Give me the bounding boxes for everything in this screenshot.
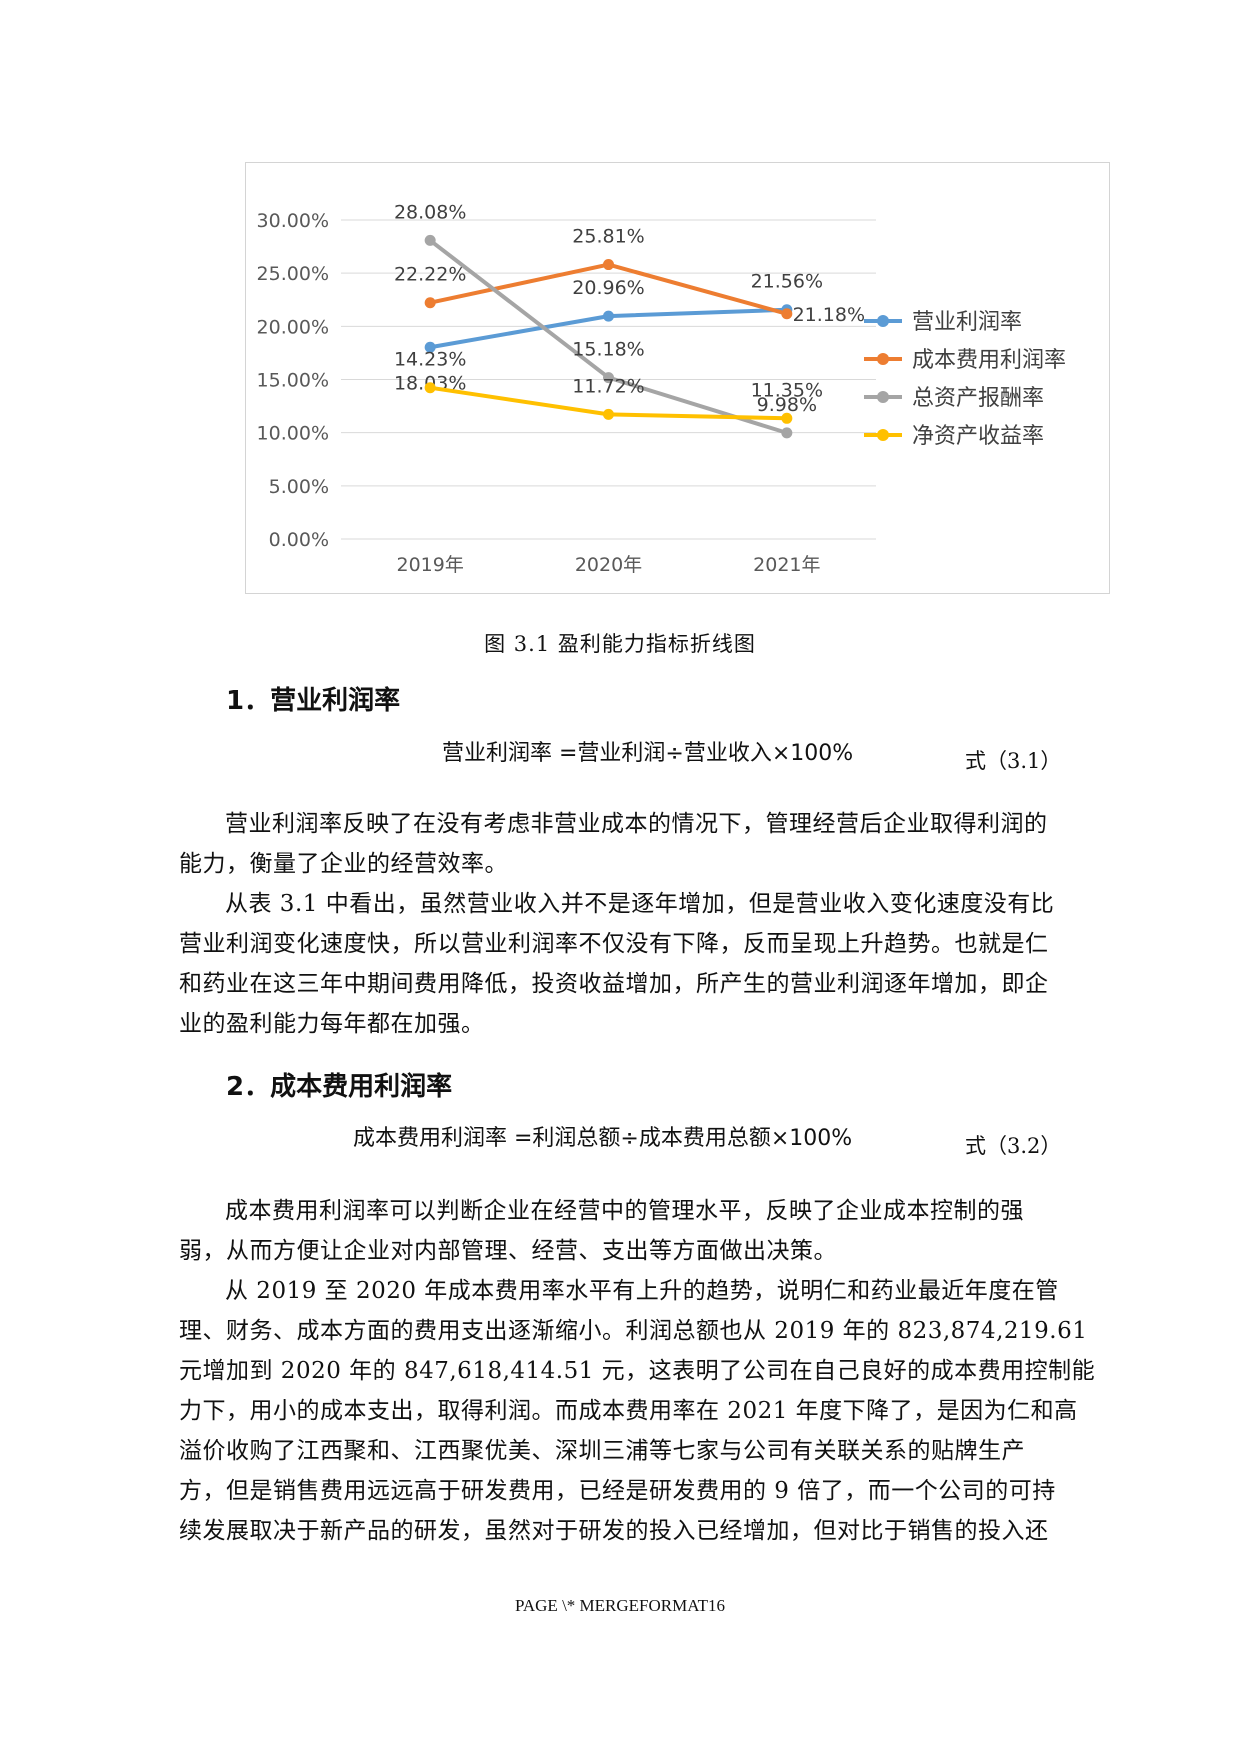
y-tick-label: 0.00% (269, 529, 329, 551)
legend-swatch-marker (877, 391, 889, 403)
legend-swatch-marker (877, 315, 889, 327)
data-point (781, 427, 793, 439)
data-label: 11.72% (572, 375, 644, 397)
text-line: 元增加到 2020 年的 847,618,414.51 元，这表明了公司在自己良… (179, 1358, 1096, 1384)
equation-number-3-2: 式（3.2） (965, 1134, 1062, 1158)
text-line: 能力，衡量了企业的经营效率。 (179, 851, 508, 877)
formula-cost-profit-ratio: 成本费用利润率 =利润总额÷成本费用总额×100% (353, 1126, 853, 1151)
text-line: 营业利润率反映了在没有考虑非营业成本的情况下，管理经营后企业取得利润的 (225, 811, 1048, 837)
x-tick-label: 2020年 (575, 554, 642, 576)
data-point (781, 308, 793, 320)
text-line: 理、财务、成本方面的费用支出逐渐缩小。利润总额也从 2019 年的 823,87… (179, 1318, 1088, 1344)
data-point (603, 408, 614, 420)
formula-operating-margin: 营业利润率 =营业利润÷营业收入×100% (442, 741, 854, 766)
data-point (424, 297, 436, 309)
text-line: 从表 3.1 中看出，虽然营业收入并不是逐年增加，但是营业收入变化速度没有比 (225, 891, 1055, 917)
data-label: 21.56% (751, 271, 823, 293)
data-point (603, 310, 614, 322)
legend-swatch-marker (877, 353, 889, 365)
text-line: 力下，用小的成本支出，取得利润。而成本费用率在 2021 年度下降了，是因为仁和… (179, 1398, 1078, 1424)
text-line: 从 2019 至 2020 年成本费用率水平有上升的趋势，说明仁和药业最近年度在… (225, 1278, 1059, 1304)
section-heading-operating-margin: 1．营业利润率 (226, 686, 401, 716)
text-line: 续发展取决于新产品的研发，虽然对于研发的投入已经增加，但对比于销售的投入还 (179, 1518, 1049, 1544)
text-line: 成本费用利润率可以判断企业在经营中的管理水平，反映了企业成本控制的强 (225, 1198, 1024, 1224)
y-tick-label: 30.00% (257, 210, 329, 232)
chart-canvas: 30.00% 25.00% 20.00% 15.00% 10.00% 5.00% 0.00%… (257, 201, 1066, 576)
x-tick-label: 2021年 (753, 554, 820, 576)
paragraph-cost-profit-analysis: 从 2019 至 2020 年成本费用率水平有上升的趋势，说明仁和药业最近年度在… (179, 1271, 1104, 1551)
data-label: 25.81% (572, 226, 644, 248)
data-point (424, 234, 436, 246)
data-point (424, 341, 436, 353)
data-label: 14.23% (394, 349, 466, 371)
profitability-line-chart: 30.00% 25.00% 20.00% 15.00% 10.00% 5.00% 0.00%… (245, 162, 1110, 594)
y-tick-label: 5.00% (269, 476, 329, 498)
data-label: 28.08% (394, 201, 466, 223)
text-line: 业的盈利能力每年都在加强。 (179, 1011, 485, 1037)
y-tick-label: 20.00% (257, 316, 329, 338)
figure-caption: 图 3.1 盈利能力指标折线图 (484, 632, 756, 656)
text-line: 和药业在这三年中期间费用降低，投资收益增加，所产生的营业利润逐年增加，即企 (179, 971, 1049, 997)
legend-label: 总资产报酬率 (912, 386, 1044, 411)
data-point (603, 259, 614, 271)
data-point (781, 412, 793, 424)
data-label: 15.18% (572, 339, 644, 361)
data-label: 22.22% (394, 264, 466, 286)
x-tick-label: 2019年 (396, 554, 463, 576)
data-label: 21.18% (793, 304, 865, 326)
y-tick-label: 15.00% (257, 370, 329, 392)
paragraph-operating-margin-analysis: 从表 3.1 中看出，虽然营业收入并不是逐年增加，但是营业收入变化速度没有比 营… (179, 884, 1104, 1044)
data-point (424, 382, 436, 394)
paragraph-operating-margin-def: 营业利润率反映了在没有考虑非营业成本的情况下，管理经营后企业取得利润的 能力，衡… (179, 804, 1104, 884)
y-tick-label: 10.00% (257, 423, 329, 445)
text-line: 弱，从而方便让企业对内部管理、经营、支出等方面做出决策。 (179, 1238, 837, 1264)
legend-label: 成本费用利润率 (912, 348, 1066, 373)
y-tick-label: 25.00% (257, 263, 329, 285)
data-label: 11.35% (751, 379, 823, 401)
text-line: 方，但是销售费用远远高于研发费用，已经是研发费用的 9 倍了，而一个公司的可持 (179, 1478, 1056, 1504)
data-label: 9.98% (757, 394, 817, 416)
text-line: 营业利润变化速度快，所以营业利润率不仅没有下降，反而呈现上升趋势。也就是仁 (179, 931, 1049, 957)
page-footer: PAGE \* MERGEFORMAT16 (514, 1596, 726, 1615)
equation-number-3-1: 式（3.1） (965, 749, 1062, 773)
data-label: 20.96% (572, 277, 644, 299)
section-heading-cost-profit-ratio: 2．成本费用利润率 (226, 1072, 453, 1102)
paragraph-cost-profit-def: 成本费用利润率可以判断企业在经营中的管理水平，反映了企业成本控制的强 弱，从而方… (179, 1191, 1104, 1271)
legend-label: 营业利润率 (912, 310, 1022, 335)
data-point (603, 372, 614, 384)
legend-swatch-marker (877, 429, 889, 441)
text-line: 溢价收购了江西聚和、江西聚优美、深圳三浦等七家与公司有关联关系的贴牌生产 (179, 1438, 1025, 1464)
legend-label: 净资产收益率 (912, 424, 1044, 449)
